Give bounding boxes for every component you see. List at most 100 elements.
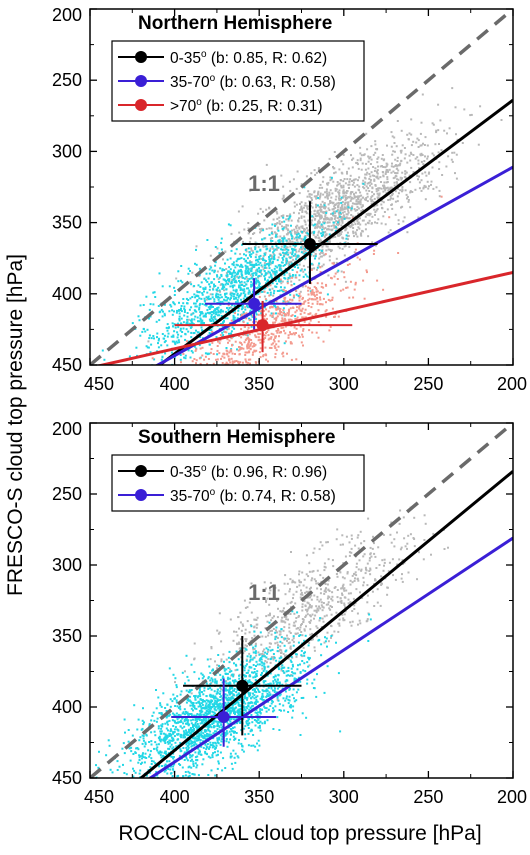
scatter-point — [233, 361, 235, 363]
scatter-point — [269, 289, 271, 291]
scatter-point — [249, 264, 251, 266]
scatter-point — [226, 293, 228, 295]
scatter-point — [428, 185, 430, 187]
scatter-point — [196, 299, 198, 301]
scatter-point — [354, 203, 356, 205]
scatter-point — [271, 232, 273, 234]
scatter-point — [341, 231, 343, 233]
scatter-point — [300, 295, 302, 297]
scatter-point — [333, 222, 335, 224]
scatter-point — [296, 271, 298, 273]
scatter-point — [167, 330, 169, 332]
scatter-point — [395, 214, 397, 216]
scatter-point — [275, 627, 277, 629]
scatter-point — [335, 190, 337, 192]
scatter-point — [246, 344, 248, 346]
scatter-point — [275, 286, 277, 288]
scatter-point — [306, 554, 308, 556]
scatter-point — [315, 255, 317, 257]
scatter-point — [345, 207, 347, 209]
scatter-point — [165, 366, 167, 368]
scatter-point — [233, 317, 235, 319]
scatter-point — [268, 310, 270, 312]
scatter-point — [324, 204, 326, 206]
scatter-point — [417, 178, 419, 180]
scatter-point — [377, 602, 379, 604]
scatter-point — [193, 671, 195, 673]
scatter-point — [352, 231, 354, 233]
scatter-point — [244, 633, 246, 635]
scatter-point — [397, 172, 399, 174]
scatter-point — [245, 629, 247, 631]
scatter-point — [377, 189, 379, 191]
scatter-point — [154, 296, 156, 298]
scatter-point — [183, 413, 185, 415]
scatter-point — [239, 258, 241, 260]
scatter-point — [233, 289, 235, 291]
scatter-point — [150, 750, 152, 752]
scatter-point — [359, 217, 361, 219]
scatter-point — [322, 252, 324, 254]
scatter-point — [346, 171, 348, 173]
scatter-point — [427, 156, 429, 158]
scatter-point — [316, 599, 318, 601]
scatter-point — [233, 298, 235, 300]
scatter-point — [195, 702, 197, 704]
scatter-point — [177, 270, 179, 272]
scatter-point — [246, 287, 248, 289]
scatter-point — [304, 248, 306, 250]
scatter-point — [343, 276, 345, 278]
scatter-point — [375, 567, 377, 569]
scatter-point — [226, 353, 228, 355]
scatter-point — [426, 158, 428, 160]
scatter-point — [374, 198, 376, 200]
scatter-point — [319, 195, 321, 197]
scatter-point — [206, 273, 208, 275]
scatter-point — [331, 202, 333, 204]
scatter-point — [223, 269, 225, 271]
scatter-point — [451, 159, 453, 161]
scatter-point — [250, 286, 252, 288]
scatter-point — [259, 333, 261, 335]
scatter-point — [259, 228, 261, 230]
scatter-point — [314, 169, 316, 171]
scatter-point — [258, 267, 260, 269]
scatter-point — [257, 259, 259, 261]
scatter-point — [360, 234, 362, 236]
scatter-point — [347, 202, 349, 204]
scatter-point — [288, 590, 290, 592]
scatter-point — [330, 326, 332, 328]
scatter-point — [298, 573, 300, 575]
scatter-point — [240, 299, 242, 301]
scatter-point — [479, 105, 481, 107]
scatter-point — [273, 682, 275, 684]
scatter-point — [347, 573, 349, 575]
scatter-point — [332, 600, 334, 602]
scatter-point — [222, 310, 224, 312]
scatter-point — [278, 239, 280, 241]
scatter-point — [404, 216, 406, 218]
scatter-point — [279, 220, 281, 222]
scatter-point — [305, 285, 307, 287]
scatter-point — [296, 232, 298, 234]
scatter-point — [161, 359, 163, 361]
scatter-point — [185, 355, 187, 357]
scatter-point — [393, 166, 395, 168]
scatter-point — [328, 203, 330, 205]
scatter-point — [362, 186, 364, 188]
scatter-point — [351, 208, 353, 210]
scatter-point — [152, 292, 154, 294]
scatter-point — [222, 301, 224, 303]
scatter-point — [314, 213, 316, 215]
x-tick-label: 300 — [329, 374, 359, 394]
scatter-point — [332, 559, 334, 561]
scatter-point — [108, 739, 110, 741]
scatter-point — [355, 178, 357, 180]
scatter-point — [280, 286, 282, 288]
scatter-point — [317, 282, 319, 284]
scatter-point — [348, 599, 350, 601]
scatter-point — [192, 312, 194, 314]
scatter-point — [290, 333, 292, 335]
scatter-point — [199, 389, 201, 391]
scatter-point — [160, 344, 162, 346]
